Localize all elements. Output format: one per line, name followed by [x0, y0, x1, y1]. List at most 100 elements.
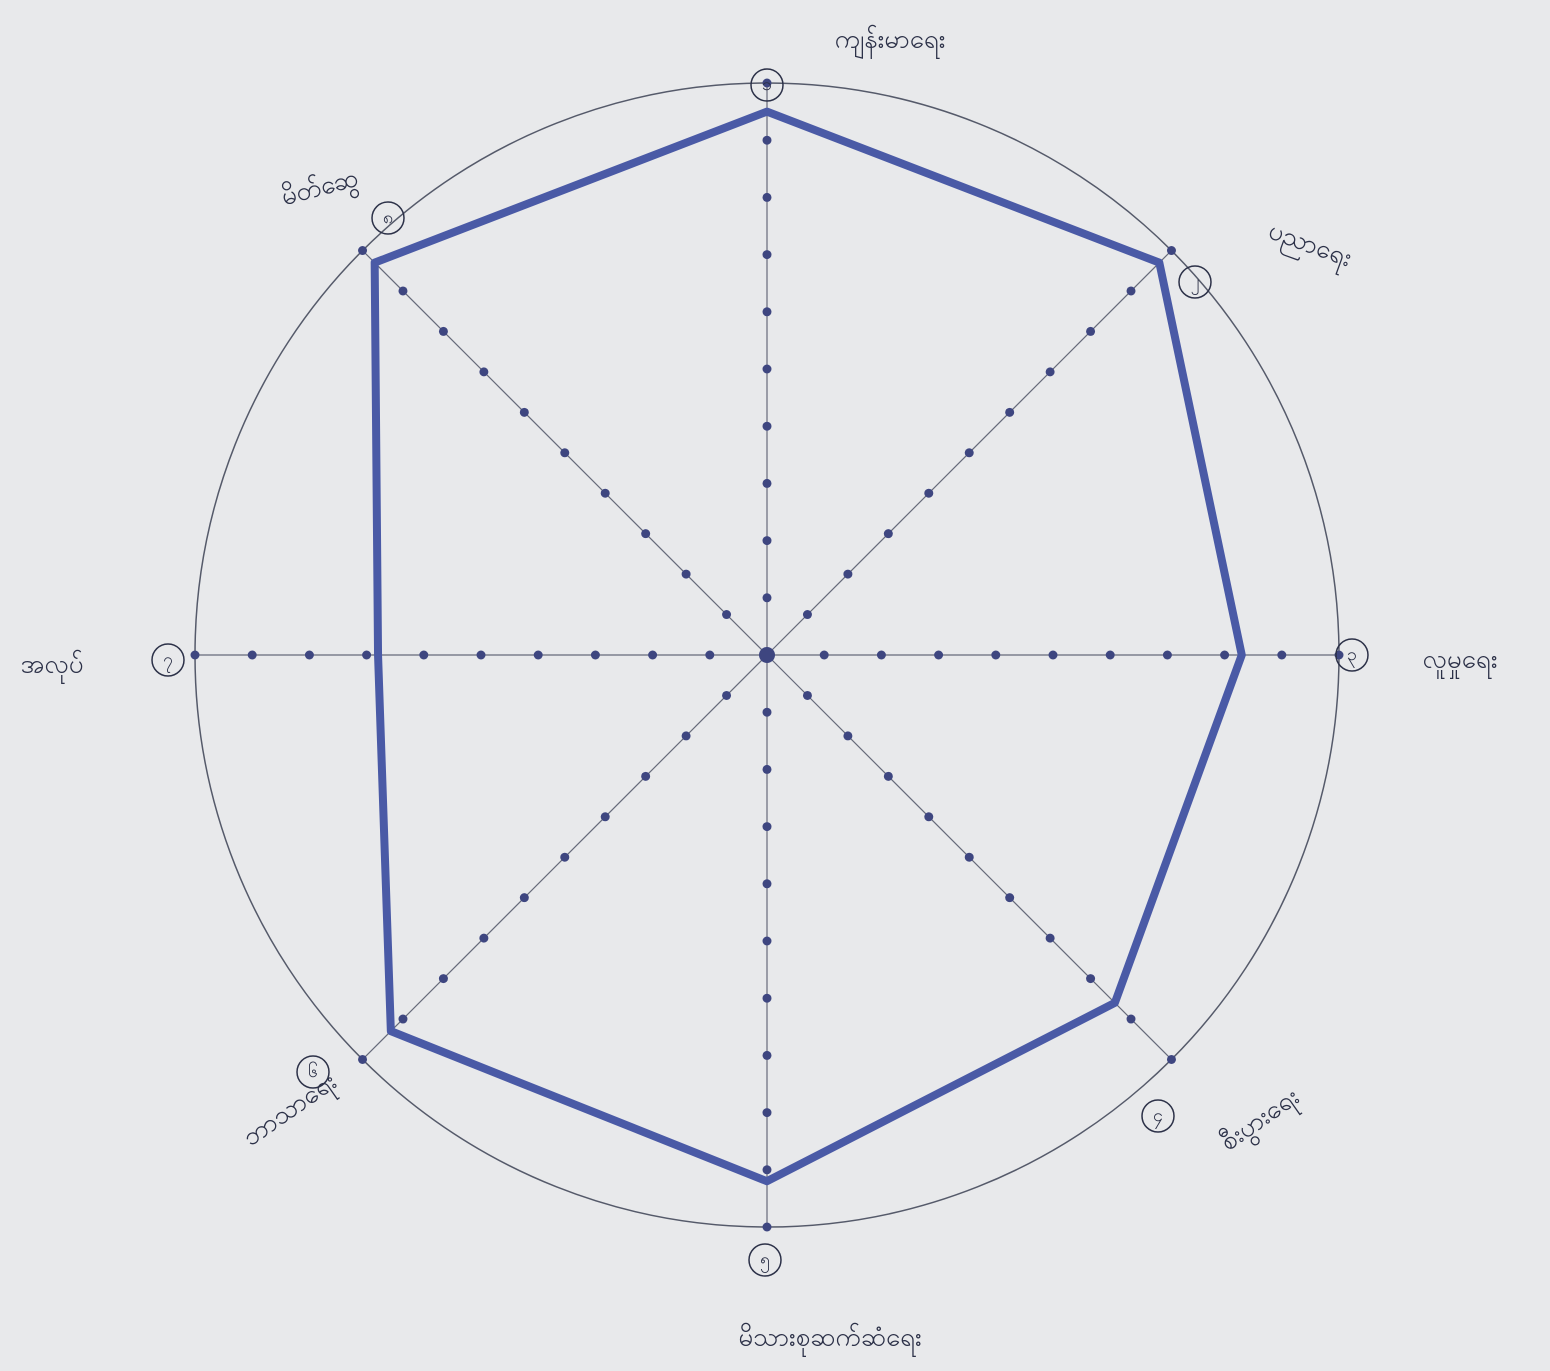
tick-dot — [1048, 650, 1058, 660]
category-label: မိသားစုဆက်ဆံရေး — [738, 1322, 921, 1358]
tick-dot — [762, 822, 772, 832]
tick-dot — [681, 731, 691, 741]
tick-dot — [438, 974, 448, 984]
tick-dot — [438, 326, 448, 336]
tick-dot — [419, 650, 429, 660]
tick-dot — [476, 650, 486, 660]
tick-dot — [1005, 407, 1015, 417]
radar-line — [370, 107, 1246, 1186]
number-ring — [748, 1243, 782, 1277]
tick-dot — [641, 771, 651, 781]
tick-dot — [762, 307, 772, 317]
tick-dot — [762, 1165, 772, 1175]
tick-dot — [924, 488, 934, 498]
tick-dot — [479, 367, 489, 377]
tick-dot — [991, 650, 1001, 660]
tick-dot — [479, 933, 489, 943]
tick-dot — [519, 893, 529, 903]
tick-dot — [762, 364, 772, 374]
category-number: ၃ — [1347, 644, 1357, 668]
number-ring — [1335, 638, 1369, 672]
tick-dot — [762, 707, 772, 717]
tick-dot — [762, 135, 772, 145]
tick-dot — [1162, 650, 1172, 660]
category-label: ကျန်းမာရေး — [835, 24, 946, 60]
tick-dot — [247, 650, 257, 660]
number-ring — [1178, 265, 1212, 299]
tick-dot — [1126, 286, 1136, 296]
tick-dot — [883, 529, 893, 539]
tick-dot — [560, 852, 570, 862]
tick-dot — [843, 569, 853, 579]
tick-dot — [819, 650, 829, 660]
tick-dot — [762, 879, 772, 889]
tick-dot — [1045, 933, 1055, 943]
category-number: ၆ — [308, 1061, 318, 1082]
tick-dot — [519, 407, 529, 417]
tick-dot — [802, 610, 812, 620]
tick-dot — [600, 812, 610, 822]
tick-dot — [762, 421, 772, 431]
tick-dot — [1086, 974, 1096, 984]
tick-dot — [1045, 367, 1055, 377]
tick-dot — [762, 192, 772, 202]
number-ring — [750, 68, 784, 102]
tick-dot — [398, 1014, 408, 1024]
tick-dot — [762, 1108, 772, 1118]
tick-dot — [533, 650, 543, 660]
category-number: ၅ — [760, 1249, 770, 1273]
tick-dot — [398, 286, 408, 296]
tick-dot — [722, 690, 732, 700]
tick-dot — [358, 246, 368, 256]
tick-dot — [1105, 650, 1115, 660]
tick-dot — [358, 1054, 368, 1064]
tick-dot — [560, 448, 570, 458]
category-number: ၄ — [1153, 1105, 1163, 1129]
tick-dot — [722, 610, 732, 620]
tick-dot — [705, 650, 715, 660]
category-number: ၁ — [762, 74, 772, 95]
tick-dot — [924, 812, 934, 822]
tick-dot — [641, 529, 651, 539]
tick-dot — [648, 650, 658, 660]
tick-dot — [762, 250, 772, 260]
tick-dot — [681, 569, 691, 579]
number-ring — [151, 643, 185, 677]
tick-dot — [934, 650, 944, 660]
category-number: ၇ — [163, 649, 173, 673]
tick-dot — [190, 650, 200, 660]
tick-dot — [362, 650, 372, 660]
tick-dot — [600, 488, 610, 498]
tick-dot — [883, 771, 893, 781]
tick-dot — [304, 650, 314, 660]
number-ring — [371, 201, 405, 235]
tick-dot — [964, 852, 974, 862]
tick-dot — [762, 1050, 772, 1060]
tick-dot — [762, 936, 772, 946]
tick-dot — [1005, 893, 1015, 903]
tick-dot — [876, 650, 886, 660]
number-ring — [1141, 1099, 1175, 1133]
tick-dot — [802, 690, 812, 700]
tick-dot — [762, 1222, 772, 1232]
category-number: ၂ — [1191, 271, 1200, 295]
tick-dot — [590, 650, 600, 660]
tick-dot — [762, 993, 772, 1003]
tick-dot — [1166, 1054, 1176, 1064]
tick-dot — [762, 536, 772, 546]
tick-dot — [1086, 326, 1096, 336]
tick-dot — [762, 593, 772, 603]
tick-dot — [762, 78, 772, 88]
category-number: ၈ — [383, 207, 393, 228]
tick-dot — [762, 764, 772, 774]
tick-dot — [1277, 650, 1287, 660]
category-label: လူမှုရေး — [1423, 645, 1498, 680]
category-label: အလုပ် — [20, 649, 83, 685]
tick-dot — [1166, 246, 1176, 256]
center-dot — [759, 647, 775, 663]
tick-dot — [762, 478, 772, 488]
tick-dot — [964, 448, 974, 458]
tick-dot — [1126, 1014, 1136, 1024]
